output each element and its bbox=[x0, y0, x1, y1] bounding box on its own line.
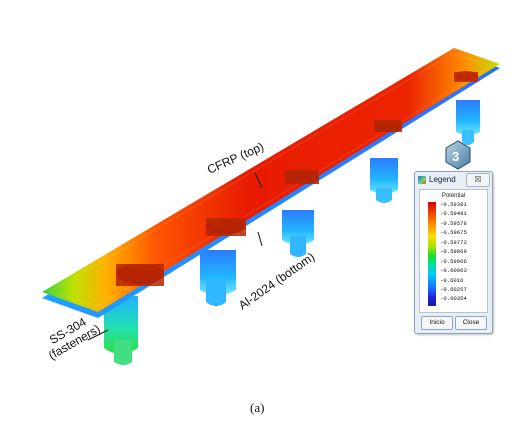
legend-value: -0.59966 bbox=[440, 257, 467, 265]
bolt-1 bbox=[104, 296, 138, 365]
legend-value: -0.59675 bbox=[440, 229, 467, 237]
legend-values: -0.59381 -0.59481 -0.59578 -0.59675 -0.5… bbox=[440, 200, 486, 304]
legend-value: -0.60354 bbox=[440, 295, 467, 303]
ss-leader-line bbox=[87, 329, 109, 341]
close-icon[interactable]: ☒ bbox=[466, 173, 490, 187]
legend-value: -0.59869 bbox=[440, 248, 467, 256]
close-button[interactable]: Close bbox=[455, 316, 487, 330]
legend-value: -0.60063 bbox=[440, 267, 467, 275]
bolt-2 bbox=[200, 250, 236, 306]
legend-value: -0.59381 bbox=[440, 201, 467, 208]
inicio-button[interactable]: Inicio bbox=[421, 316, 453, 330]
app-3d-icon: 3 bbox=[445, 140, 471, 170]
legend-app-icon bbox=[418, 175, 426, 184]
fasteners bbox=[104, 100, 480, 365]
figure-caption: (a) bbox=[250, 400, 265, 415]
plate bbox=[42, 48, 500, 318]
legend-value: -0.60257 bbox=[440, 285, 467, 293]
legend-heading: Potential bbox=[441, 193, 466, 199]
cfrp-leader-line bbox=[254, 172, 263, 189]
bolt-heads bbox=[116, 71, 478, 286]
legend-value: -0.6016 bbox=[440, 276, 464, 284]
legend-titlebar[interactable]: Legend bbox=[415, 172, 492, 187]
svg-text:3: 3 bbox=[452, 149, 459, 164]
legend-value: -0.59481 bbox=[440, 210, 467, 218]
legend-value: -0.59772 bbox=[440, 238, 467, 246]
legend-title: Legend bbox=[429, 175, 456, 184]
al-leader-line bbox=[257, 231, 263, 247]
legend-panel: Potential -0.59381 -0.59481 -0.59578 -0.… bbox=[419, 189, 488, 313]
legend-color-bar bbox=[428, 202, 436, 306]
bolt-5 bbox=[456, 100, 480, 145]
legend-value: -0.59578 bbox=[440, 219, 467, 227]
legend-window[interactable]: Legend ☒ Potential -0.59381 -0.59481 -0.… bbox=[414, 171, 493, 334]
bolt-3 bbox=[282, 210, 314, 257]
bolt-4 bbox=[370, 158, 398, 203]
